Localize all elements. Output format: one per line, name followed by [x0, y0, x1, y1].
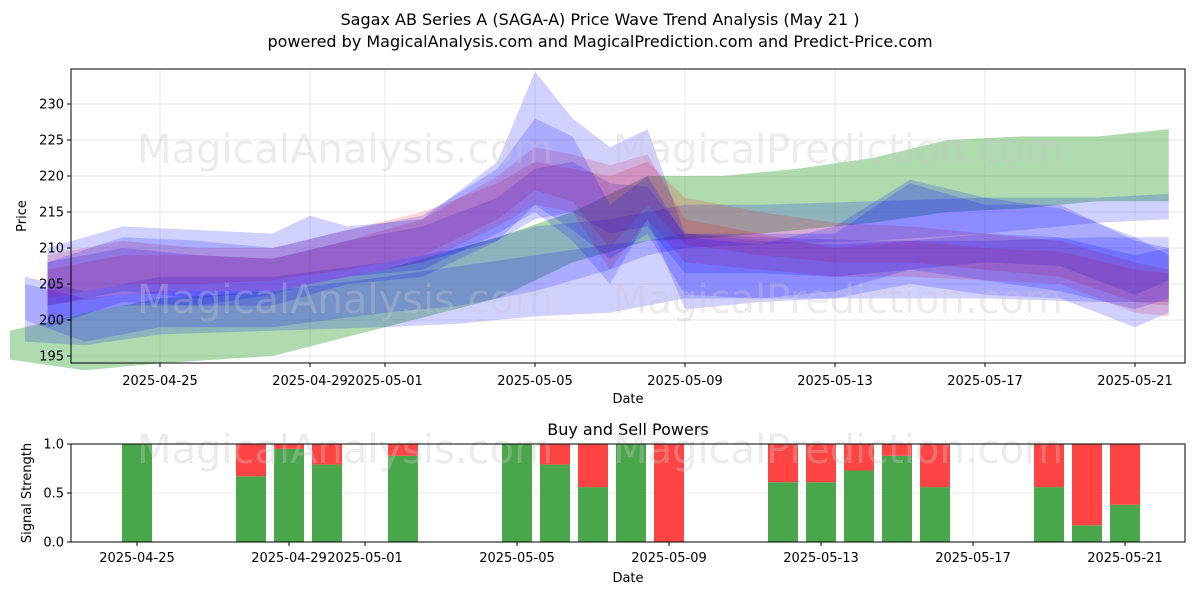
buy-power-bar [616, 444, 646, 542]
sell-power-bar [1072, 444, 1102, 526]
buy-power-bar [1110, 504, 1140, 542]
watermark-prediction-top-2: MagicalPrediction.com [613, 277, 1063, 323]
signal-panel: Buy and Sell Powers MagicalAnalysis.com … [20, 420, 1186, 586]
price-x-tick-label: 2025-05-21 [1097, 374, 1173, 389]
band-blue-wave-2 [25, 233, 1169, 346]
price-x-axis-label: Date [612, 392, 643, 407]
signal-x-axis: 2025-04-25 2025-04-29 2025-05-01 2025-05-05… [99, 542, 1163, 566]
buy-power-bar [540, 464, 570, 542]
price-y-tick-label: 205 [39, 278, 64, 293]
buy-power-bar [882, 455, 912, 542]
sell-power-bar [768, 444, 798, 483]
buy-power-bar [236, 476, 266, 542]
sell-power-bar [1034, 444, 1064, 488]
buy-power-bar [1034, 487, 1064, 542]
buy-power-bar [502, 444, 532, 542]
band-blue-wave-5 [47, 118, 1169, 328]
sell-power-bar [274, 444, 304, 449]
price-wave-bands [10, 71, 1169, 371]
sell-power-bar [312, 444, 342, 465]
signal-x-tick-label: 2025-04-29 [251, 551, 327, 566]
price-y-tick-label: 220 [39, 170, 64, 185]
price-panel: MagicalAnalysis.com MagicalPrediction.co… [10, 68, 1186, 407]
price-y-tick-label: 195 [39, 350, 64, 365]
price-y-tick-label: 200 [39, 314, 64, 329]
buy-power-bar [806, 482, 836, 542]
band-blue-wave-4 [47, 71, 1169, 328]
price-x-tick-label: 2025-05-17 [947, 374, 1023, 389]
sell-power-bar [578, 444, 608, 488]
buy-power-bar [1072, 525, 1102, 542]
watermark-analysis-top-2: MagicalAnalysis.com [137, 277, 553, 323]
buy-power-bar [768, 482, 798, 542]
buy-power-bar [920, 487, 950, 542]
price-y-tick-label: 215 [39, 206, 64, 221]
buy-power-bar [122, 444, 152, 542]
sell-power-bar [540, 444, 570, 465]
signal-y-tick-label: 0.5 [43, 487, 64, 502]
signal-x-axis-label: Date [612, 571, 643, 586]
signal-x-tick-label: 2025-05-09 [631, 551, 707, 566]
price-x-tick-label: 2025-04-25 [122, 374, 198, 389]
buy-power-bar [312, 464, 342, 542]
price-x-axis: 2025-04-25 2025-04-29 2025-05-01 2025-05-05… [122, 363, 1173, 389]
watermark-analysis-bottom: MagicalAnalysis.com [137, 427, 553, 473]
signal-x-tick-label: 2025-05-17 [935, 551, 1011, 566]
signal-y-tick-label: 1.0 [43, 438, 64, 453]
price-y-tick-label: 225 [39, 134, 64, 149]
signal-y-tick-label: 0.0 [43, 536, 64, 551]
signal-x-tick-label: 2025-05-21 [1087, 551, 1163, 566]
chart-title-line2: powered by MagicalAnalysis.com and Magic… [267, 32, 932, 51]
sell-power-bar [388, 444, 418, 456]
signal-x-tick-label: 2025-05-05 [479, 551, 555, 566]
signal-bars [122, 444, 1140, 542]
price-x-tick-label: 2025-05-09 [647, 374, 723, 389]
price-y-axis-label: Price [15, 200, 30, 232]
price-plot-frame [70, 68, 1186, 364]
band-blue-wave-3 [47, 161, 1169, 306]
band-red-wave-1 [47, 147, 1169, 317]
price-gridlines [71, 69, 1185, 363]
chart-title-line1: Sagax AB Series A (SAGA-A) Price Wave Tr… [341, 10, 860, 29]
price-x-tick-label: 2025-05-01 [347, 374, 423, 389]
sell-power-bar [920, 444, 950, 488]
signal-y-axis-label: Signal Strength [20, 443, 35, 543]
signal-x-tick-label: 2025-05-13 [783, 551, 859, 566]
sell-power-bar [236, 444, 266, 477]
band-green-wave [10, 129, 1169, 371]
sell-power-bar [1110, 444, 1140, 505]
buy-power-bar [388, 455, 418, 542]
buy-power-bar [578, 487, 608, 542]
price-y-axis: 195 200 205 210 215 220 225 230 [39, 98, 71, 365]
price-x-tick-label: 2025-05-05 [497, 374, 573, 389]
band-blue-wave-1 [25, 194, 1169, 342]
price-x-tick-label: 2025-04-29 [272, 374, 348, 389]
price-x-tick-label: 2025-05-13 [797, 374, 873, 389]
watermark-prediction-bottom: MagicalPrediction.com [613, 427, 1063, 473]
watermark-prediction-top-1: MagicalPrediction.com [613, 127, 1063, 173]
buy-power-bar [274, 448, 304, 542]
signal-x-tick-label: 2025-05-01 [327, 551, 403, 566]
band-red-wave-2 [47, 161, 1169, 306]
signal-x-tick-label: 2025-04-25 [99, 551, 175, 566]
watermark-analysis-top-1: MagicalAnalysis.com [137, 127, 553, 173]
sell-power-bar [882, 444, 912, 456]
price-y-tick-label: 230 [39, 98, 64, 113]
buy-power-bar [844, 470, 874, 542]
sell-power-bar [806, 444, 836, 483]
sell-power-bar [844, 444, 874, 471]
sell-power-bar [654, 444, 684, 542]
signal-chart-title: Buy and Sell Powers [547, 420, 709, 439]
price-y-tick-label: 210 [39, 242, 64, 257]
signal-y-axis: 0.0 0.5 1.0 [43, 438, 71, 551]
